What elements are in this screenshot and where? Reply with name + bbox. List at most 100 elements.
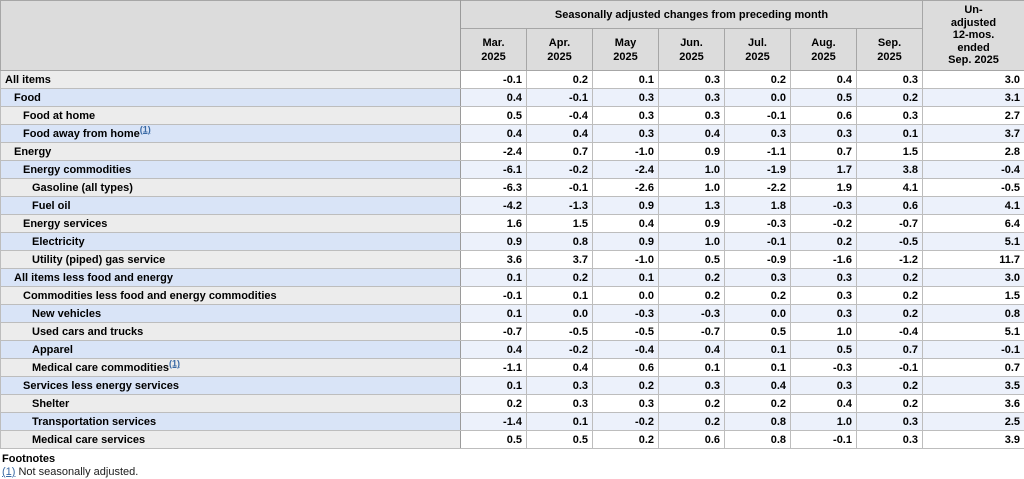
- monthly-change-cell: 1.0: [791, 413, 857, 431]
- unadjusted-12mo-cell: 2.8: [923, 143, 1024, 161]
- footnote-1-link[interactable]: (1): [2, 466, 15, 478]
- monthly-change-cell: 0.0: [725, 305, 791, 323]
- month-column-header: Mar. 2025: [461, 29, 527, 71]
- monthly-change-cell: -0.3: [593, 305, 659, 323]
- monthly-change-cell: 0.3: [593, 395, 659, 413]
- monthly-change-cell: 1.0: [659, 233, 725, 251]
- unadjusted-12mo-cell: -0.1: [923, 341, 1024, 359]
- monthly-change-cell: 0.1: [725, 359, 791, 377]
- monthly-change-cell: 0.4: [461, 341, 527, 359]
- monthly-change-cell: 0.1: [659, 359, 725, 377]
- monthly-change-cell: 0.2: [527, 269, 593, 287]
- unadjusted-column-header: Un- adjusted 12-mos. ended Sep. 2025: [923, 1, 1024, 71]
- stub-header-cell: [1, 1, 461, 71]
- monthly-change-cell: 0.2: [857, 377, 923, 395]
- footnote-item: (1)Not seasonally adjusted.: [2, 466, 1022, 479]
- monthly-change-cell: 0.4: [527, 359, 593, 377]
- row-label: Fuel oil: [1, 197, 461, 215]
- monthly-change-cell: 0.2: [659, 269, 725, 287]
- monthly-change-cell: -0.9: [725, 251, 791, 269]
- row-label: Gasoline (all types): [1, 179, 461, 197]
- monthly-change-cell: -0.1: [461, 287, 527, 305]
- unadjusted-12mo-cell: 11.7: [923, 251, 1024, 269]
- unadjusted-12mo-cell: 3.5: [923, 377, 1024, 395]
- monthly-change-cell: 3.7: [527, 251, 593, 269]
- row-label: All items less food and energy: [1, 269, 461, 287]
- monthly-change-cell: -6.1: [461, 161, 527, 179]
- unadjusted-12mo-cell: 3.6: [923, 395, 1024, 413]
- monthly-change-cell: 0.2: [857, 395, 923, 413]
- cpi-table: Seasonally adjusted changes from precedi…: [0, 0, 1024, 449]
- monthly-change-cell: -1.3: [527, 197, 593, 215]
- monthly-change-cell: 0.8: [725, 413, 791, 431]
- monthly-change-cell: -1.0: [593, 251, 659, 269]
- monthly-change-cell: -2.6: [593, 179, 659, 197]
- unadjusted-12mo-cell: 6.4: [923, 215, 1024, 233]
- monthly-change-cell: 0.3: [593, 125, 659, 143]
- monthly-change-cell: 0.5: [527, 431, 593, 449]
- monthly-change-cell: 0.2: [725, 395, 791, 413]
- row-label: All items: [1, 71, 461, 89]
- row-label: Electricity: [1, 233, 461, 251]
- monthly-change-cell: 0.3: [527, 377, 593, 395]
- monthly-change-cell: 1.0: [659, 179, 725, 197]
- table-header: Seasonally adjusted changes from precedi…: [1, 1, 1024, 71]
- monthly-change-cell: -0.1: [791, 431, 857, 449]
- monthly-change-cell: 0.2: [857, 269, 923, 287]
- monthly-change-cell: 0.5: [725, 323, 791, 341]
- monthly-change-cell: 0.1: [593, 71, 659, 89]
- footnotes-title: Footnotes: [2, 453, 1022, 466]
- monthly-change-cell: 0.4: [593, 215, 659, 233]
- monthly-change-cell: -0.3: [659, 305, 725, 323]
- monthly-change-cell: -2.4: [461, 143, 527, 161]
- monthly-change-cell: 0.3: [659, 377, 725, 395]
- monthly-change-cell: 0.1: [593, 269, 659, 287]
- monthly-change-cell: -2.4: [593, 161, 659, 179]
- monthly-change-cell: 0.1: [461, 269, 527, 287]
- monthly-change-cell: 0.3: [857, 413, 923, 431]
- monthly-change-cell: 0.2: [461, 395, 527, 413]
- monthly-change-cell: 0.0: [527, 305, 593, 323]
- monthly-change-cell: 0.5: [791, 89, 857, 107]
- unadjusted-12mo-cell: 3.7: [923, 125, 1024, 143]
- monthly-change-cell: 0.0: [725, 89, 791, 107]
- monthly-change-cell: -0.1: [461, 71, 527, 89]
- monthly-change-cell: -2.2: [725, 179, 791, 197]
- row-label: Transportation services: [1, 413, 461, 431]
- row-label: Medical care commodities(1): [1, 359, 461, 377]
- unadjusted-12mo-cell: -0.5: [923, 179, 1024, 197]
- row-label: Services less energy services: [1, 377, 461, 395]
- monthly-change-cell: -0.4: [593, 341, 659, 359]
- monthly-change-cell: 0.3: [593, 107, 659, 125]
- row-label: Food away from home(1): [1, 125, 461, 143]
- row-label: Utility (piped) gas service: [1, 251, 461, 269]
- monthly-change-cell: 0.3: [791, 305, 857, 323]
- unadjusted-12mo-cell: 0.8: [923, 305, 1024, 323]
- row-label: Commodities less food and energy commodi…: [1, 287, 461, 305]
- row-label: Medical care services: [1, 431, 461, 449]
- unadjusted-12mo-cell: -0.4: [923, 161, 1024, 179]
- monthly-change-cell: 0.7: [857, 341, 923, 359]
- unadjusted-12mo-cell: 5.1: [923, 323, 1024, 341]
- monthly-change-cell: -0.2: [527, 341, 593, 359]
- monthly-change-cell: -0.5: [593, 323, 659, 341]
- monthly-change-cell: 4.1: [857, 179, 923, 197]
- monthly-change-cell: 1.9: [791, 179, 857, 197]
- monthly-change-cell: 0.1: [527, 287, 593, 305]
- row-footnote-link[interactable]: (1): [140, 125, 151, 134]
- monthly-change-cell: 0.3: [659, 89, 725, 107]
- monthly-change-cell: 0.9: [593, 197, 659, 215]
- monthly-change-cell: -0.1: [725, 233, 791, 251]
- row-label: Food: [1, 89, 461, 107]
- row-footnote-link[interactable]: (1): [169, 359, 180, 368]
- monthly-change-cell: 0.2: [593, 431, 659, 449]
